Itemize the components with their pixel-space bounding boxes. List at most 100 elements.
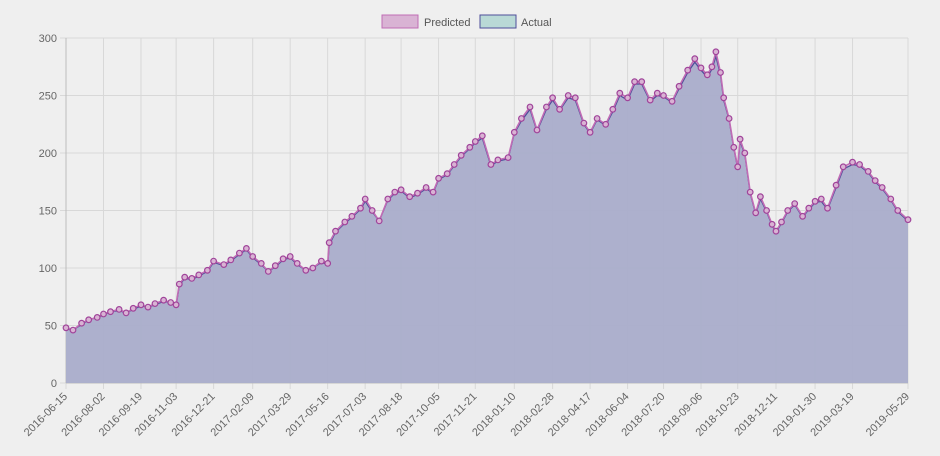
predicted-point[interactable] <box>586 128 594 136</box>
predicted-point[interactable] <box>235 249 243 257</box>
predicted-point[interactable] <box>293 260 301 267</box>
predicted-point[interactable] <box>887 195 895 203</box>
predicted-point[interactable] <box>675 82 683 90</box>
predicted-point[interactable] <box>471 138 479 145</box>
predicted-point[interactable] <box>631 78 638 86</box>
predicted-point[interactable] <box>734 163 742 171</box>
legend-item-predicted[interactable]: Predicted <box>381 14 470 29</box>
predicted-point[interactable] <box>391 188 399 196</box>
predicted-point[interactable] <box>712 48 720 56</box>
predicted-point[interactable] <box>450 161 458 168</box>
predicted-point[interactable] <box>309 264 317 272</box>
predicted-point[interactable] <box>107 308 114 316</box>
predicted-point[interactable] <box>429 188 437 196</box>
predicted-point[interactable] <box>730 143 738 151</box>
predicted-point[interactable] <box>144 303 152 311</box>
predicted-point[interactable] <box>332 227 339 235</box>
predicted-point[interactable] <box>768 220 776 228</box>
predicted-point[interactable] <box>691 55 699 63</box>
predicted-point[interactable] <box>129 304 137 312</box>
predicted-point[interactable] <box>167 299 175 306</box>
predicted-point[interactable] <box>210 257 218 265</box>
predicted-point[interactable] <box>69 326 77 334</box>
predicted-point[interactable] <box>609 105 617 113</box>
predicted-point[interactable] <box>653 89 661 97</box>
predicted-point[interactable] <box>720 94 728 102</box>
predicted-point[interactable] <box>839 163 847 171</box>
predicted-point[interactable] <box>302 266 310 274</box>
predicted-point[interactable] <box>799 212 806 220</box>
predicted-point[interactable] <box>703 71 711 79</box>
predicted-point[interactable] <box>361 195 369 203</box>
predicted-point[interactable] <box>264 268 272 275</box>
predicted-point[interactable] <box>904 216 912 224</box>
predicted-point[interactable] <box>772 227 780 235</box>
predicted-point[interactable] <box>122 309 130 317</box>
predicted-point[interactable] <box>638 78 646 86</box>
predicted-point[interactable] <box>660 92 667 99</box>
predicted-point[interactable] <box>668 97 676 105</box>
predicted-point[interactable] <box>580 119 588 127</box>
predicted-point[interactable] <box>717 69 724 76</box>
predicted-point[interactable] <box>784 207 792 214</box>
predicted-point[interactable] <box>487 161 495 168</box>
predicted-point[interactable] <box>543 103 550 111</box>
predicted-point[interactable] <box>526 103 534 111</box>
predicted-point[interactable] <box>494 156 502 164</box>
predicted-point[interactable] <box>257 260 265 267</box>
predicted-point[interactable] <box>817 195 825 203</box>
predicted-point[interactable] <box>375 217 383 225</box>
predicted-point[interactable] <box>422 184 430 191</box>
predicted-point[interactable] <box>504 154 512 162</box>
predicted-point[interactable] <box>533 126 541 134</box>
predicted-point[interactable] <box>341 218 349 226</box>
predicted-point[interactable] <box>763 207 770 214</box>
predicted-point[interactable] <box>406 193 414 201</box>
predicted-point[interactable] <box>457 151 465 159</box>
predicted-point[interactable] <box>325 239 333 247</box>
predicted-point[interactable] <box>175 280 183 288</box>
predicted-point[interactable] <box>172 301 180 309</box>
predicted-point[interactable] <box>286 253 294 260</box>
predicted-point[interactable] <box>478 132 486 140</box>
predicted-point[interactable] <box>741 149 749 157</box>
predicted-point[interactable] <box>348 212 356 220</box>
predicted-point[interactable] <box>279 255 287 263</box>
predicted-point[interactable] <box>414 189 421 197</box>
predicted-point[interactable] <box>220 261 228 269</box>
predicted-point[interactable] <box>894 207 902 214</box>
predicted-point[interactable] <box>791 200 799 208</box>
predicted-point[interactable] <box>115 306 123 313</box>
predicted-point[interactable] <box>871 177 879 185</box>
predicted-point[interactable] <box>181 273 189 281</box>
predicted-point[interactable] <box>435 174 443 182</box>
predicted-point[interactable] <box>811 197 819 205</box>
predicted-point[interactable] <box>62 324 70 332</box>
predicted-point[interactable] <box>510 128 518 136</box>
predicted-point[interactable] <box>242 244 250 252</box>
predicted-point[interactable] <box>646 96 654 104</box>
predicted-point[interactable] <box>778 218 785 226</box>
predicted-point[interactable] <box>752 209 760 217</box>
legend-item-actual[interactable]: Actual <box>479 14 552 29</box>
predicted-point[interactable] <box>78 319 85 327</box>
predicted-point[interactable] <box>624 94 631 102</box>
predicted-point[interactable] <box>271 262 279 270</box>
predicted-point[interactable] <box>757 193 764 201</box>
predicted-point[interactable] <box>227 256 235 264</box>
predicted-point[interactable] <box>725 115 733 122</box>
predicted-point[interactable] <box>746 188 754 196</box>
predicted-point[interactable] <box>85 316 93 324</box>
predicted-point[interactable] <box>549 94 556 102</box>
predicted-point[interactable] <box>593 115 601 122</box>
predicted-point[interactable] <box>697 64 705 72</box>
predicted-point[interactable] <box>137 301 145 309</box>
predicted-point[interactable] <box>849 158 856 166</box>
predicted-point[interactable] <box>564 92 572 99</box>
predicted-point[interactable] <box>324 260 332 267</box>
predicted-point[interactable] <box>708 63 716 71</box>
predicted-point[interactable] <box>864 167 872 175</box>
predicted-point[interactable] <box>556 105 563 113</box>
predicted-point[interactable] <box>368 207 376 214</box>
predicted-point[interactable] <box>357 204 364 212</box>
